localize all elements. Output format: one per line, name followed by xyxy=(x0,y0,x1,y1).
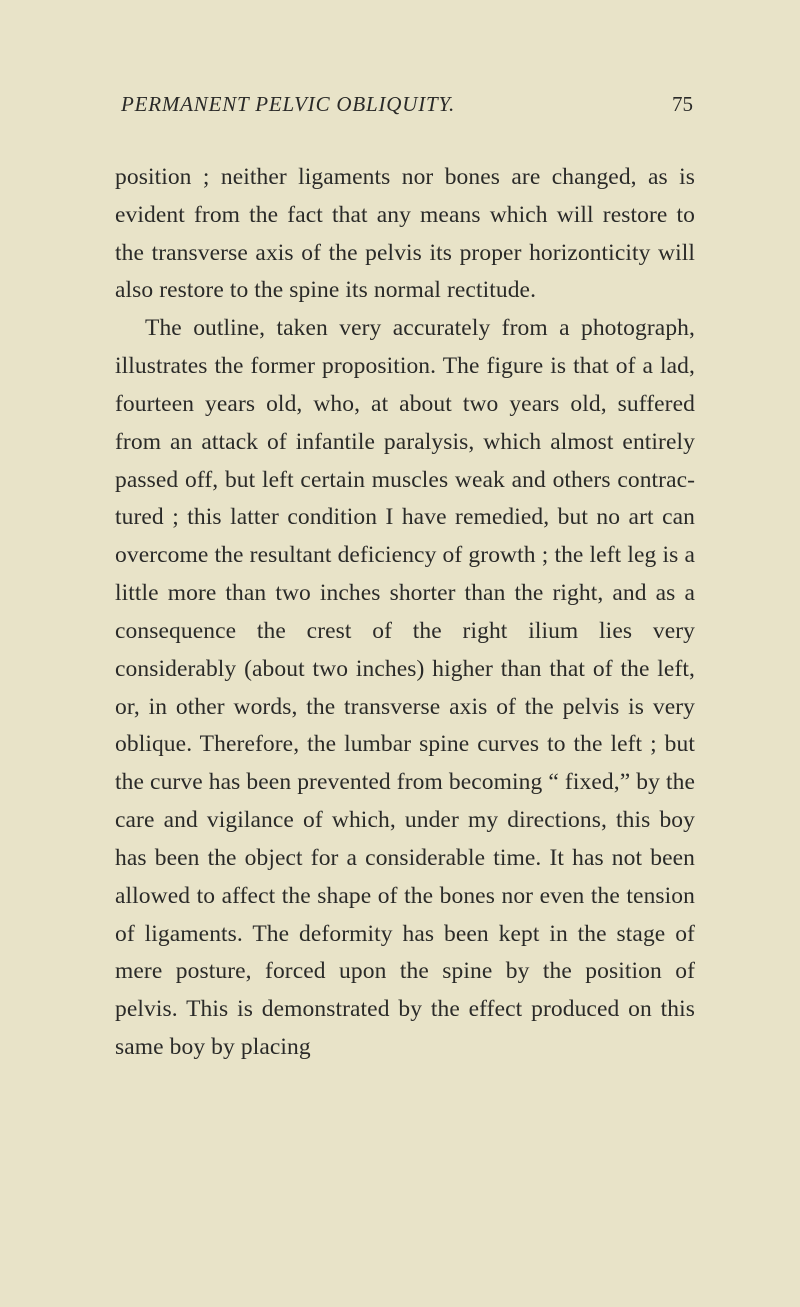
paragraph: The outline, taken very accurately from … xyxy=(115,310,695,1067)
page-header: PERMANENT PELVIC OBLIQUITY. 75 xyxy=(115,92,695,117)
body-text: position ; neither ligaments nor bones a… xyxy=(115,159,695,1067)
running-title: PERMANENT PELVIC OBLIQUITY. xyxy=(121,92,455,117)
page-number: 75 xyxy=(672,92,693,117)
paragraph: position ; neither ligaments nor bones a… xyxy=(115,159,695,310)
